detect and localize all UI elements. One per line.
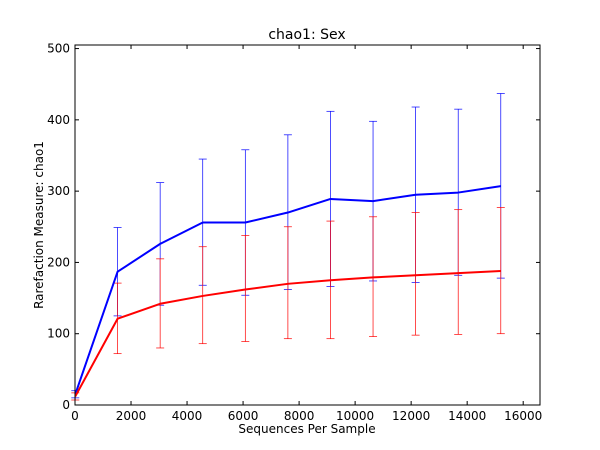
x-axis-label: Sequences Per Sample <box>238 422 375 436</box>
plot-frame <box>74 44 541 406</box>
y-tick-label: 0 <box>62 398 70 412</box>
axes: 0 2000 4000 6000 8000 10000 12000 14000 16000 0 10… <box>47 42 542 423</box>
x-tick-label: 6000 <box>228 409 259 423</box>
y-tick-label: 200 <box>47 255 70 269</box>
series-line-0 <box>74 185 501 395</box>
x-tick-label: 10000 <box>336 409 374 423</box>
chart-title: chao1: Sex <box>268 27 345 43</box>
y-axis-label: Rarefaction Measure: chao1 <box>32 141 46 309</box>
y-tick-label: 500 <box>47 42 70 56</box>
x-tick-label: 2000 <box>116 409 147 423</box>
y-tick-label: 100 <box>47 327 70 341</box>
series-1 <box>71 207 505 401</box>
x-tick-label: 8000 <box>284 409 315 423</box>
y-tick-label: 300 <box>47 184 70 198</box>
x-tick-label: 16000 <box>504 409 542 423</box>
x-tick-label: 14000 <box>448 409 486 423</box>
x-tick-label: 0 <box>71 409 79 423</box>
y-tick-label: 400 <box>47 113 70 127</box>
plot-area <box>71 93 505 401</box>
x-tick-label: 4000 <box>172 409 203 423</box>
series-line-1 <box>74 269 501 397</box>
x-tick-label: 12000 <box>392 409 430 423</box>
